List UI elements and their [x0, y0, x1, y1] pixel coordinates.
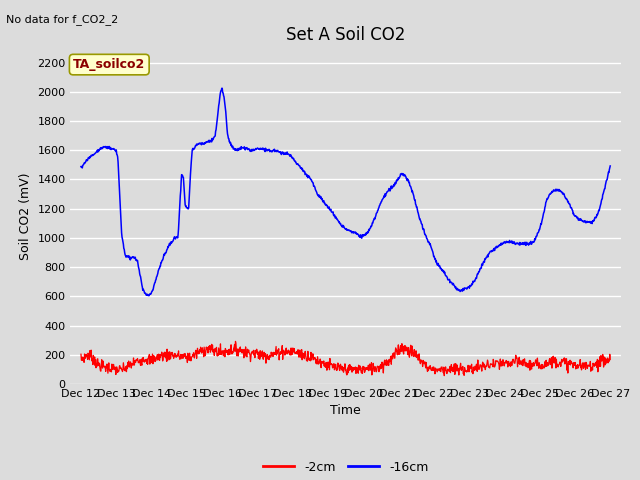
Title: Set A Soil CO2: Set A Soil CO2: [286, 25, 405, 44]
Y-axis label: Soil CO2 (mV): Soil CO2 (mV): [19, 172, 32, 260]
Text: No data for f_CO2_2: No data for f_CO2_2: [6, 14, 118, 25]
X-axis label: Time: Time: [330, 405, 361, 418]
Legend: -2cm, -16cm: -2cm, -16cm: [258, 456, 433, 479]
Text: TA_soilco2: TA_soilco2: [73, 58, 145, 71]
